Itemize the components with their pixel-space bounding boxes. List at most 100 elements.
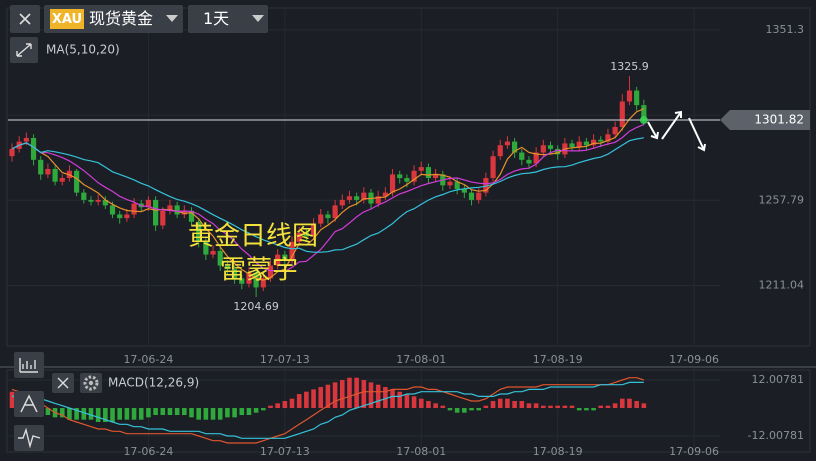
macd-bar	[576, 408, 582, 411]
macd-close-button[interactable]	[52, 373, 74, 393]
candle-body	[605, 134, 611, 142]
macd-bar	[268, 405, 273, 409]
y-tick-label: -12.00781	[748, 429, 804, 442]
macd-bar	[462, 408, 467, 413]
macd-bar	[447, 408, 453, 411]
macd-bar	[95, 408, 101, 423]
macd-bar	[584, 408, 589, 411]
candle-body	[88, 199, 94, 202]
watermark: 黄金日线图	[188, 222, 318, 252]
last-price-label: 1301.82	[754, 113, 804, 127]
tool-button[interactable]	[14, 391, 44, 417]
candle-body	[468, 192, 475, 200]
drawing-arrow	[688, 117, 705, 151]
candle-body	[583, 141, 589, 146]
candle-body	[332, 205, 338, 219]
candle-body	[59, 178, 65, 182]
symbol-dropdown[interactable]: XAU 现货黄金	[44, 5, 183, 33]
candle-body	[504, 141, 511, 146]
macd-bar	[275, 403, 280, 409]
macd-bar	[332, 382, 338, 409]
candle-body	[267, 265, 274, 279]
macd-bar	[325, 384, 331, 409]
close-button[interactable]	[10, 5, 40, 33]
last-price-tag	[720, 110, 810, 131]
macd-bar	[404, 394, 410, 409]
x-tick-label: 17-07-13	[260, 353, 310, 366]
candle-body	[253, 272, 259, 288]
symbol-name: 现货黄金	[89, 9, 153, 28]
candle-body	[512, 141, 518, 153]
candle-body	[569, 143, 575, 148]
macd-bar	[440, 405, 446, 409]
macd-bar	[138, 408, 144, 420]
candle-body	[634, 90, 640, 106]
candle-body	[476, 192, 482, 200]
symbol-badge: XAU	[52, 12, 82, 27]
candle-body	[641, 105, 647, 121]
candle-body	[45, 168, 51, 175]
candle-body	[9, 148, 15, 157]
macd-bar	[627, 398, 632, 409]
x-tick-label: 17-06-24	[123, 353, 173, 366]
macd-bar	[239, 408, 245, 416]
candle-body	[382, 192, 388, 197]
candle-body	[461, 188, 467, 193]
macd-bar	[9, 391, 15, 409]
candle-body	[167, 205, 173, 211]
macd-settings-button[interactable]	[80, 373, 102, 393]
macd-bar	[620, 398, 625, 409]
line-series	[12, 381, 644, 439]
macd-bar	[210, 408, 216, 420]
candle-body	[74, 170, 80, 193]
tool-button[interactable]	[14, 425, 44, 451]
y-tick-label: 1257.79	[759, 193, 805, 206]
macd-bar	[153, 408, 158, 416]
macd-bar	[146, 408, 151, 418]
macd-bar	[246, 408, 252, 416]
tool-button[interactable]	[14, 352, 44, 378]
candle-body	[490, 156, 496, 179]
macd-bar	[225, 408, 230, 418]
macd-bar	[160, 408, 166, 416]
candle-body	[389, 174, 396, 193]
macd-bar	[397, 391, 403, 409]
macd-bar	[131, 408, 137, 420]
candle-body	[181, 210, 187, 215]
macd-bar	[354, 377, 359, 409]
macd-bar	[519, 401, 525, 409]
macd-bar	[548, 405, 553, 409]
macd-bar	[81, 408, 87, 420]
macd-bar	[383, 387, 388, 409]
candle-body	[174, 205, 180, 215]
candle-body	[310, 223, 317, 237]
candle-body	[346, 196, 353, 200]
macd-bar	[217, 408, 223, 420]
candle-body	[81, 192, 87, 200]
macd-bar	[598, 405, 604, 409]
candle-body	[102, 199, 108, 206]
macd-bar	[526, 403, 532, 409]
candle-body	[483, 178, 489, 193]
candle-body	[361, 192, 367, 200]
candle-body	[124, 214, 130, 219]
candle-body	[325, 214, 331, 219]
macd-bar	[45, 408, 51, 416]
expand-button[interactable]	[10, 37, 38, 63]
main-panel	[6, 7, 811, 347]
macd-bar	[555, 405, 560, 409]
macd-bar	[591, 408, 596, 411]
drawing-arrow	[697, 143, 706, 152]
candle-body	[576, 141, 582, 148]
macd-bar	[368, 382, 374, 409]
high-label: 1325.9	[610, 60, 649, 73]
x-tick-label: 17-09-06	[669, 445, 719, 458]
macd-bar	[304, 391, 309, 409]
macd-bar	[232, 408, 237, 418]
macd-bar	[476, 408, 481, 411]
macd-bar	[505, 398, 510, 409]
macd-bar	[196, 408, 201, 420]
period-dropdown[interactable]: 1天	[188, 5, 268, 33]
